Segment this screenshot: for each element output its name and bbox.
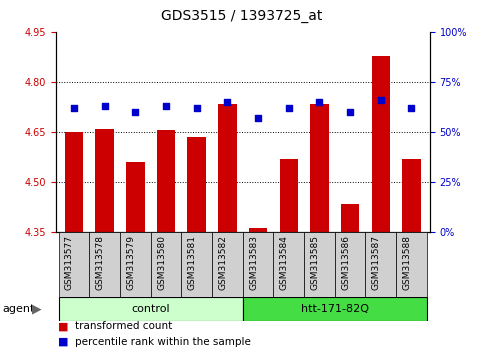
Text: GSM313581: GSM313581 (188, 235, 197, 290)
Text: agent: agent (2, 304, 35, 314)
Bar (157, 130, 175, 232)
Bar (151, 232, 181, 297)
Text: ■: ■ (58, 321, 69, 331)
Bar (280, 159, 298, 232)
Bar (58, 232, 89, 297)
Text: GSM313583: GSM313583 (249, 235, 258, 290)
Text: GSM313587: GSM313587 (372, 235, 381, 290)
Point (131, 109, 139, 115)
Point (254, 115, 262, 121)
Point (70, 105, 78, 111)
Bar (366, 232, 396, 297)
Point (162, 103, 170, 109)
Bar (341, 204, 359, 232)
Text: htt-171-82Q: htt-171-82Q (301, 304, 369, 314)
Text: percentile rank within the sample: percentile rank within the sample (75, 337, 251, 347)
Bar (273, 232, 304, 297)
Text: transformed count: transformed count (75, 321, 172, 331)
Bar (402, 159, 421, 232)
Bar (96, 129, 114, 232)
Bar (187, 137, 206, 232)
Point (377, 97, 384, 103)
Bar (243, 232, 273, 297)
Point (224, 99, 231, 105)
Bar (335, 232, 366, 297)
Text: GSM313586: GSM313586 (341, 235, 350, 290)
Point (315, 99, 323, 105)
Bar (65, 132, 83, 232)
Bar (212, 232, 243, 297)
Text: GSM313588: GSM313588 (402, 235, 412, 290)
Text: control: control (131, 304, 170, 314)
Bar (218, 103, 237, 232)
Bar (58, 297, 243, 321)
Text: GSM313579: GSM313579 (127, 235, 135, 290)
Text: GSM313584: GSM313584 (280, 235, 289, 290)
Bar (243, 297, 427, 321)
Text: GSM313585: GSM313585 (311, 235, 319, 290)
Bar (89, 232, 120, 297)
Text: GSM313580: GSM313580 (157, 235, 166, 290)
Text: ▶: ▶ (32, 303, 42, 316)
Text: GSM313582: GSM313582 (218, 235, 227, 290)
Bar (396, 232, 427, 297)
Point (193, 105, 200, 111)
Text: GDS3515 / 1393725_at: GDS3515 / 1393725_at (161, 9, 322, 23)
Point (346, 109, 354, 115)
Text: GSM313577: GSM313577 (65, 235, 74, 290)
Text: GSM313578: GSM313578 (96, 235, 105, 290)
Bar (371, 56, 390, 232)
Point (285, 105, 293, 111)
Text: ■: ■ (58, 337, 69, 347)
Bar (304, 232, 335, 297)
Bar (120, 232, 151, 297)
Point (408, 105, 415, 111)
Bar (249, 228, 267, 232)
Bar (181, 232, 212, 297)
Bar (126, 162, 144, 232)
Bar (310, 103, 328, 232)
Point (101, 103, 109, 109)
